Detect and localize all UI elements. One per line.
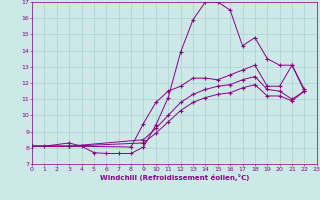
X-axis label: Windchill (Refroidissement éolien,°C): Windchill (Refroidissement éolien,°C) — [100, 174, 249, 181]
